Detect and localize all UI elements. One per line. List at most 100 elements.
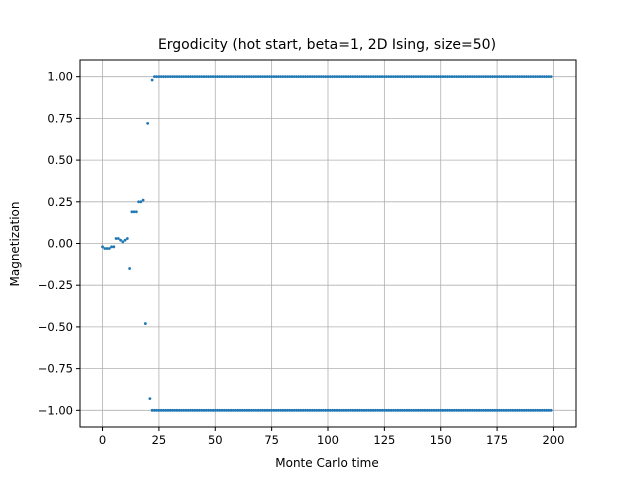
data-point [155, 408, 159, 412]
data-point [159, 408, 163, 412]
data-point [380, 408, 384, 412]
x-tick-label: 0 [99, 433, 106, 447]
x-tick-label: 175 [486, 433, 508, 447]
data-point [335, 75, 339, 79]
y-tick-label: 0.00 [47, 237, 73, 251]
data-point [315, 75, 319, 79]
data-point [227, 408, 231, 412]
data-point [326, 408, 330, 412]
data-point [103, 247, 107, 250]
data-point [396, 75, 400, 79]
data-point [509, 75, 513, 79]
data-point [150, 408, 154, 412]
data-point [536, 75, 540, 79]
data-point [182, 408, 186, 412]
data-point [477, 75, 481, 79]
data-point [256, 408, 260, 412]
data-point [254, 408, 258, 412]
data-point [437, 75, 440, 79]
data-point [252, 75, 256, 79]
data-point [349, 75, 352, 79]
data-point [369, 408, 373, 412]
data-point [184, 408, 188, 412]
data-point [414, 408, 418, 412]
data-point [292, 75, 296, 79]
data-point [337, 408, 341, 412]
data-point [193, 408, 197, 412]
data-point [434, 408, 438, 412]
data-point [491, 408, 494, 412]
data-point [488, 408, 492, 412]
data-point [387, 75, 391, 79]
data-point [511, 408, 515, 412]
data-point [466, 75, 470, 79]
data-point [292, 408, 296, 412]
data-point [238, 75, 242, 79]
data-point [515, 408, 519, 412]
data-point [236, 75, 240, 79]
data-point [227, 75, 231, 79]
data-point [229, 408, 233, 412]
data-point [500, 75, 503, 79]
data-point [258, 75, 262, 79]
data-point [123, 238, 127, 242]
data-point [299, 408, 303, 412]
data-point [324, 408, 328, 412]
data-point [538, 408, 542, 412]
data-point [189, 408, 192, 412]
data-point [482, 408, 485, 412]
data-point [299, 75, 303, 79]
data-point [252, 408, 256, 412]
data-point [389, 408, 393, 412]
data-point [304, 408, 307, 412]
data-point [543, 75, 546, 79]
data-point [520, 75, 524, 79]
data-point [254, 75, 258, 79]
data-point [213, 408, 217, 412]
data-point [473, 75, 476, 79]
data-point [520, 408, 524, 412]
data-point [328, 75, 332, 79]
data-point [534, 408, 537, 412]
data-point [207, 75, 210, 79]
data-point [209, 408, 213, 412]
data-point [351, 408, 355, 412]
data-point [428, 75, 431, 79]
data-point [536, 408, 540, 412]
data-point [340, 75, 343, 79]
data-point [218, 408, 222, 412]
data-point [141, 198, 145, 202]
data-point [295, 408, 298, 412]
data-point [457, 408, 461, 412]
data-point [180, 75, 183, 79]
data-point [267, 408, 271, 412]
data-point [204, 75, 208, 79]
data-point [186, 408, 190, 412]
data-point [432, 75, 436, 79]
data-point [448, 75, 452, 79]
data-point [470, 75, 474, 79]
data-point [362, 75, 366, 79]
data-point [297, 75, 301, 79]
data-point [382, 408, 386, 412]
x-tick-label: 125 [373, 433, 395, 447]
data-point [473, 408, 476, 412]
data-point [173, 408, 177, 412]
data-point [421, 408, 425, 412]
data-point [295, 75, 298, 79]
data-point [272, 75, 276, 79]
data-point [274, 75, 278, 79]
data-point [459, 75, 463, 79]
data-point [261, 408, 265, 412]
data-point [184, 75, 188, 79]
data-point [310, 408, 314, 412]
data-point [166, 408, 170, 412]
data-points [101, 75, 553, 412]
data-point [500, 408, 503, 412]
data-point [416, 75, 420, 79]
data-point [398, 75, 402, 79]
data-point [527, 75, 531, 79]
data-point [171, 75, 174, 79]
